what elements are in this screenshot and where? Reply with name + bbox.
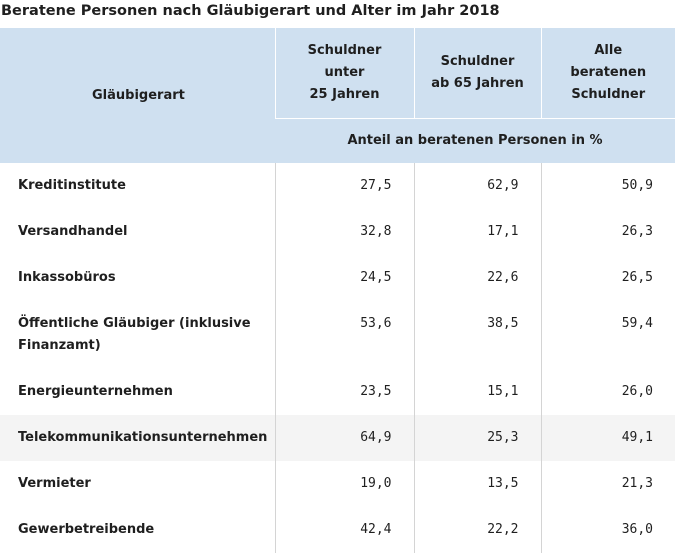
cell-ab-65: 17,1 [413, 209, 541, 255]
cell-ab-65: 15,1 [413, 369, 541, 415]
cell-alle: 21,3 [540, 461, 675, 507]
cell-unter-25: 64,9 [274, 415, 414, 461]
table-row: Öffentliche Gläubiger (inklusive Finanza… [0, 301, 675, 369]
cell-ab-65: 22,6 [413, 255, 541, 301]
header-schuldner-unter-25: Schuldner unter 25 Jahren [274, 28, 414, 119]
header-unit: Anteil an beratenen Personen in % [275, 118, 675, 163]
table-row: Energieunternehmen 23,5 15,1 26,0 [0, 369, 675, 415]
row-label: Kreditinstitute [18, 178, 126, 193]
cell-alle: 50,9 [540, 163, 675, 209]
row-label: Gewerbetreibende [18, 522, 155, 537]
cell-unter-25: 32,8 [274, 209, 414, 255]
row-label: Energieunternehmen [18, 384, 173, 399]
cell-alle: 49,1 [540, 415, 675, 461]
row-label: Inkassobüros [18, 270, 116, 285]
cell-alle: 26,0 [540, 369, 675, 415]
cell-alle: 59,4 [540, 301, 675, 369]
cell-alle: 26,3 [540, 209, 675, 255]
table-row: Versandhandel 32,8 17,1 26,3 [0, 209, 675, 255]
cell-unter-25: 53,6 [274, 301, 414, 369]
cell-unter-25: 27,5 [274, 163, 414, 209]
cell-ab-65: 22,2 [413, 507, 541, 553]
cell-unter-25: 24,5 [274, 255, 414, 301]
cell-alle: 26,5 [540, 255, 675, 301]
table-row: Inkassobüros 24,5 22,6 26,5 [0, 255, 675, 301]
table-row: Vermieter 19,0 13,5 21,3 [0, 461, 675, 507]
row-label: Versandhandel [18, 224, 128, 239]
data-table: Gläubigerart Schuldner unter 25 Jahren S… [0, 28, 675, 553]
table-row: Kreditinstitute 27,5 62,9 50,9 [0, 163, 675, 209]
row-label: Telekommunikationsunternehmen [0, 415, 275, 461]
cell-unter-25: 42,4 [274, 507, 414, 553]
header-alle-schuldner: Alle beratenen Schuldner [540, 28, 675, 119]
cell-ab-65: 38,5 [413, 301, 541, 369]
table-row: Gewerbetreibende 42,4 22,2 36,0 [0, 507, 675, 553]
table-row: Telekommunikationsunternehmen 64,9 25,3 … [0, 415, 675, 461]
row-label: Vermieter [18, 476, 91, 491]
cell-unter-25: 23,5 [274, 369, 414, 415]
cell-ab-65: 13,5 [413, 461, 541, 507]
cell-alle: 36,0 [540, 507, 675, 553]
cell-ab-65: 25,3 [413, 415, 541, 461]
header-glaeubigerart: Gläubigerart [0, 28, 275, 163]
cell-ab-65: 62,9 [413, 163, 541, 209]
cell-unter-25: 19,0 [274, 461, 414, 507]
page-title: Beratene Personen nach Gläubigerart und … [1, 3, 500, 19]
row-label: Öffentliche Gläubiger (inklusive Finanza… [18, 316, 251, 353]
header-schuldner-ab-65: Schuldner ab 65 Jahren [413, 28, 541, 119]
